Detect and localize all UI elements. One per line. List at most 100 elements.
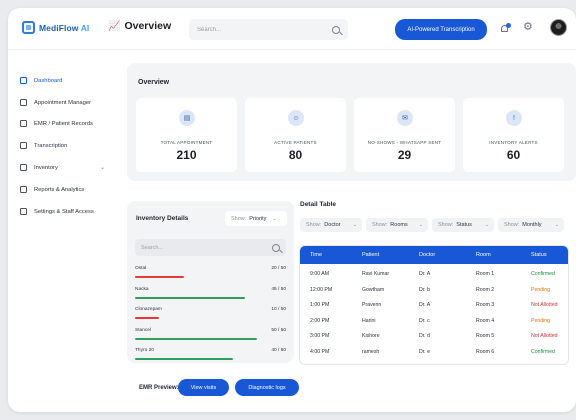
sidebar-item-transcription[interactable]: Transcription [20, 142, 67, 149]
chevron-down-icon: ⌄ [484, 222, 489, 228]
sidebar-item-reports[interactable]: Reports & Analytics [20, 186, 84, 193]
page-title: 📈 Overview [108, 20, 171, 32]
cell-patient: Ravi Kumar [362, 271, 390, 277]
filter-rooms[interactable]: Show: Rooms ⌄ [366, 218, 428, 232]
inventory-item[interactable]: Clonazepam 10 / 50 [135, 307, 286, 323]
column-header-room[interactable]: Room [476, 252, 491, 258]
filter-period[interactable]: Show: Monthly ⌄ [498, 218, 564, 232]
sidebar-item-emr[interactable]: EMR / Patient Records [20, 120, 93, 127]
cell-status: Not Allotted [531, 302, 558, 308]
cell-doctor: Dr. e [419, 348, 430, 355]
cell-room: Room 2 [476, 286, 495, 293]
chevron-down-icon: ⌄ [352, 222, 357, 228]
dashboard-icon [20, 77, 27, 84]
column-header-status[interactable]: Status [531, 252, 547, 258]
table-row[interactable]: 9:00 AM Ravi Kumar Dr. A Room 1 Confirmed [300, 267, 568, 282]
stat-card-no-shows[interactable]: ✉ NO-SHOWS - WHATSAPP SENT 29 [354, 98, 455, 172]
chevron-down-icon: ⌄ [554, 222, 559, 228]
logo-icon [22, 21, 35, 34]
inventory-item[interactable]: Thyro 20 40 / 50 [135, 348, 286, 364]
cell-time: 3:00 PM [310, 333, 330, 339]
chat-icon: ✉ [397, 110, 413, 126]
overview-title: Overview [138, 79, 170, 86]
report-icon [20, 186, 27, 193]
inventory-item-qty: 20 / 50 [271, 266, 286, 271]
sidebar-item-appointments[interactable]: Appointment Manager [20, 99, 91, 106]
view-visits-button[interactable]: View visits [178, 379, 229, 396]
detail-table-title: Detail Table [300, 201, 337, 208]
brand-logo[interactable]: MediFlow AI [22, 21, 89, 34]
inventory-item-qty: 40 / 50 [271, 348, 286, 353]
cell-time: 1:00 PM [310, 302, 330, 308]
stock-level-track [135, 276, 257, 278]
column-header-patient[interactable]: Patient [362, 252, 380, 258]
table-row[interactable]: 3:00 PM Kishore Dr. d Room 5 Not Allotted [300, 329, 568, 344]
cell-room: Room 3 [476, 302, 495, 308]
inventory-item-name: Nacka [135, 286, 149, 292]
table-header: Time Patient Doctor Room Status [300, 246, 568, 264]
inventory-item-name: Stancel [135, 327, 151, 333]
chevron-down-icon[interactable]: ⌄ [100, 165, 106, 171]
filter-doctor[interactable]: Show: Doctor ⌄ [300, 218, 362, 232]
ai-transcription-button[interactable]: AI-Powered Transcription [395, 19, 487, 40]
sidebar-item-settings[interactable]: Settings & Staff Access [20, 208, 94, 215]
cell-status: Not Allotted [531, 333, 558, 339]
inventory-item-name: Clonazepam [135, 307, 162, 312]
column-header-time[interactable]: Time [310, 252, 323, 258]
building-icon [20, 99, 27, 106]
cell-doctor: Dr. c [419, 317, 430, 324]
inventory-search[interactable] [135, 239, 286, 256]
search-icon[interactable] [332, 25, 340, 34]
inventory-title: Inventory Details [136, 215, 189, 222]
stock-level-bar [135, 296, 245, 299]
user-icon: ☺ [288, 110, 304, 126]
brand-name: MediFlow AI [39, 22, 90, 33]
box-icon [20, 164, 27, 171]
stock-level-bar [135, 337, 257, 340]
chevron-down-icon: ⌄ [418, 222, 423, 228]
stat-card-inventory-alerts[interactable]: ! INVENTORY ALERTS 60 [463, 98, 564, 172]
global-search[interactable] [189, 19, 348, 40]
cell-doctor: Dr. d [419, 333, 430, 339]
search-input[interactable] [197, 26, 332, 33]
avatar[interactable] [550, 19, 567, 36]
sidebar-item-dashboard[interactable]: Dashboard [20, 77, 62, 84]
filter-status[interactable]: Show: Status ⌄ [432, 218, 494, 232]
top-bar: MediFlow AI 📈 Overview AI-Powered Transc… [8, 8, 576, 50]
cell-status: Confirmed [531, 271, 555, 277]
table-row[interactable]: 1:00 PM Pravenn Dr. A Room 3 Not Allotted [300, 298, 568, 313]
cell-patient: Pravenn [362, 302, 382, 308]
inventory-item[interactable]: Nacka 45 / 50 [135, 287, 286, 303]
stock-level-track [135, 337, 257, 340]
stock-level-bar [135, 276, 184, 278]
cell-patient: ramesh [362, 348, 380, 355]
emr-preview-label: EMR Preview: [139, 385, 179, 391]
cell-status: Pending [531, 286, 551, 293]
search-icon[interactable] [272, 243, 280, 252]
gear-icon[interactable]: ⚙ [523, 21, 533, 33]
cell-patient: Kishore [362, 333, 380, 339]
inventory-item-name: Thyro 20 [135, 348, 154, 353]
table-row[interactable]: 2:00 PM Harini Dr. c Room 4 Pending [300, 314, 568, 329]
cell-room: Room 6 [476, 348, 495, 355]
settings-icon [20, 208, 27, 215]
inventory-item[interactable]: Stancel 50 / 50 [135, 328, 286, 344]
app-window: MediFlow AI 📈 Overview AI-Powered Transc… [8, 8, 576, 412]
table-row[interactable]: 12:00 PM Gowtham Dr. b Room 2 Pending [300, 283, 568, 298]
cell-room: Room 1 [476, 271, 495, 277]
calendar-icon: ▤ [179, 110, 195, 126]
diagnostic-logs-button[interactable]: Diagnostic logs [235, 379, 299, 396]
sidebar-item-inventory[interactable]: Inventory ⌄ [20, 164, 105, 171]
page-title-text: Overview [124, 20, 172, 32]
inventory-item-name: Ostal [135, 266, 147, 271]
stock-level-bar [135, 358, 233, 360]
inventory-search-input[interactable] [141, 244, 272, 251]
inventory-sort-dropdown[interactable]: Show: Priority ⌄ [225, 211, 287, 226]
notification-bell-icon[interactable] [500, 23, 511, 34]
schedule-table: Time Patient Doctor Room Status 9:00 AM R… [299, 245, 569, 365]
stat-card-appointments[interactable]: ▤ TOTAL APPOINTMENT 210 [136, 98, 237, 172]
inventory-item[interactable]: Ostal 20 / 50 [135, 266, 286, 282]
stat-card-patients[interactable]: ☺ ACTIVE PATIENTS 80 [245, 98, 346, 172]
table-row[interactable]: 4:00 PM ramesh Dr. e Room 6 Confirmed [300, 345, 568, 360]
column-header-doctor[interactable]: Doctor [419, 252, 436, 258]
